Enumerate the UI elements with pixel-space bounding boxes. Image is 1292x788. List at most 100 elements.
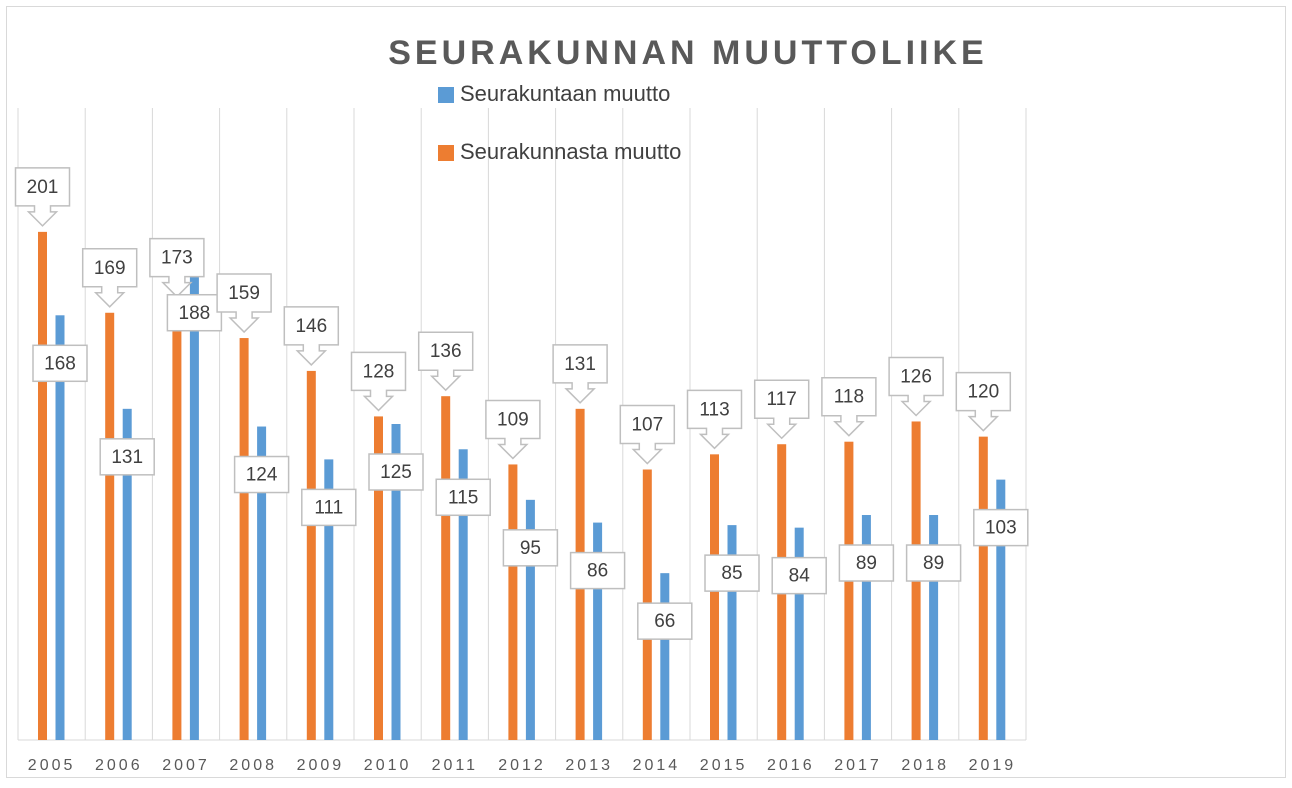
bar: [660, 573, 670, 740]
data-label-callout: [686, 389, 743, 450]
data-label: 89: [923, 553, 944, 574]
bar: [593, 522, 603, 740]
data-label: 111: [314, 497, 343, 518]
data-label: 85: [721, 563, 742, 584]
legend-label: Seurakuntaan muutto: [460, 81, 670, 106]
bar: [122, 408, 132, 740]
data-label-callout: [149, 237, 205, 298]
x-tick-label: 2014: [633, 757, 681, 774]
data-label-box: [99, 438, 155, 476]
bar: [727, 525, 737, 740]
bar: [441, 396, 451, 740]
bar: [391, 424, 401, 740]
data-label-box: [569, 551, 626, 590]
bar: [55, 315, 65, 740]
data-label: 168: [44, 353, 76, 374]
data-label-callout: [417, 331, 474, 392]
x-tick-label: 2017: [834, 757, 882, 774]
data-label-callout: [888, 356, 944, 417]
bar: [844, 441, 854, 740]
data-label: 169: [94, 258, 126, 279]
legend-label: Seurakunnasta muutto: [460, 139, 681, 164]
data-label-box: [973, 508, 1029, 547]
data-label: 117: [767, 389, 797, 410]
data-label: 159: [228, 283, 260, 304]
x-tick-label: 2010: [364, 757, 412, 774]
data-label-box: [368, 453, 424, 491]
data-label: 118: [834, 387, 864, 408]
x-tick-label: 2008: [229, 757, 277, 774]
legend-swatch: [438, 145, 454, 161]
x-tick-label: 2015: [700, 757, 748, 774]
chart-title: SEURAKUNNAN MUUTTOLIIKE: [388, 34, 987, 72]
data-label: 86: [587, 561, 608, 582]
data-label: 120: [967, 382, 999, 403]
legend-swatch: [438, 87, 454, 103]
data-label: 66: [654, 611, 675, 632]
data-label: 84: [789, 566, 811, 587]
data-label: 107: [631, 415, 663, 436]
bar: [525, 499, 535, 740]
data-label: 173: [161, 248, 193, 269]
data-label: 109: [497, 409, 529, 430]
bar: [38, 231, 47, 740]
data-label: 124: [246, 465, 278, 486]
data-label-box: [435, 478, 491, 517]
data-label: 113: [699, 399, 729, 420]
data-label: 131: [564, 354, 596, 375]
bar: [374, 416, 383, 740]
data-label: 126: [900, 366, 932, 387]
bar: [257, 426, 267, 740]
bar: [189, 264, 199, 740]
data-label-box: [704, 554, 760, 592]
data-label: 131: [111, 447, 143, 468]
data-label-box: [233, 455, 290, 494]
data-label-callout: [619, 404, 676, 465]
data-label-box: [637, 602, 693, 640]
data-label-callout: [350, 351, 407, 412]
bar: [306, 370, 316, 740]
x-tick-label: 2012: [498, 757, 546, 774]
x-tick-label: 2013: [565, 757, 613, 774]
data-label: 103: [985, 518, 1017, 539]
data-label-box: [166, 293, 223, 332]
bar: [929, 515, 939, 740]
data-label-callout: [955, 371, 1012, 432]
data-label-box: [838, 544, 895, 582]
data-label-box: [301, 488, 357, 527]
bar: [172, 302, 182, 740]
data-label-callout: [81, 248, 138, 308]
bar: [508, 464, 518, 740]
x-tick-label: 2018: [901, 757, 949, 774]
data-label-callout: [753, 379, 810, 440]
data-label: 89: [856, 553, 877, 574]
data-label-callout: [283, 306, 340, 366]
x-tick-label: 2009: [297, 757, 345, 774]
data-label: 201: [27, 177, 59, 198]
x-tick-label: 2005: [28, 757, 76, 774]
data-label: 128: [363, 361, 395, 382]
x-tick-label: 2006: [95, 757, 143, 774]
bar: [710, 454, 719, 740]
x-tick-label: 2011: [432, 757, 478, 774]
data-label: 125: [380, 462, 412, 483]
x-tick-label: 2016: [767, 757, 815, 774]
bar: [458, 449, 468, 740]
data-label: 188: [179, 303, 211, 324]
bar: [978, 436, 988, 740]
data-label-callout: [485, 399, 541, 460]
data-label: 115: [448, 487, 478, 508]
x-tick-label: 2007: [162, 757, 210, 774]
data-label-callout: [216, 273, 272, 334]
data-label-box: [502, 529, 559, 567]
bar: [239, 338, 249, 740]
data-label: 146: [295, 316, 327, 337]
data-label-callout: [552, 344, 608, 404]
data-label-callout: [821, 376, 877, 437]
data-label-callout: [14, 167, 71, 227]
data-label-box: [32, 344, 88, 383]
data-label-box: [771, 556, 827, 595]
data-label-box: [905, 544, 962, 582]
